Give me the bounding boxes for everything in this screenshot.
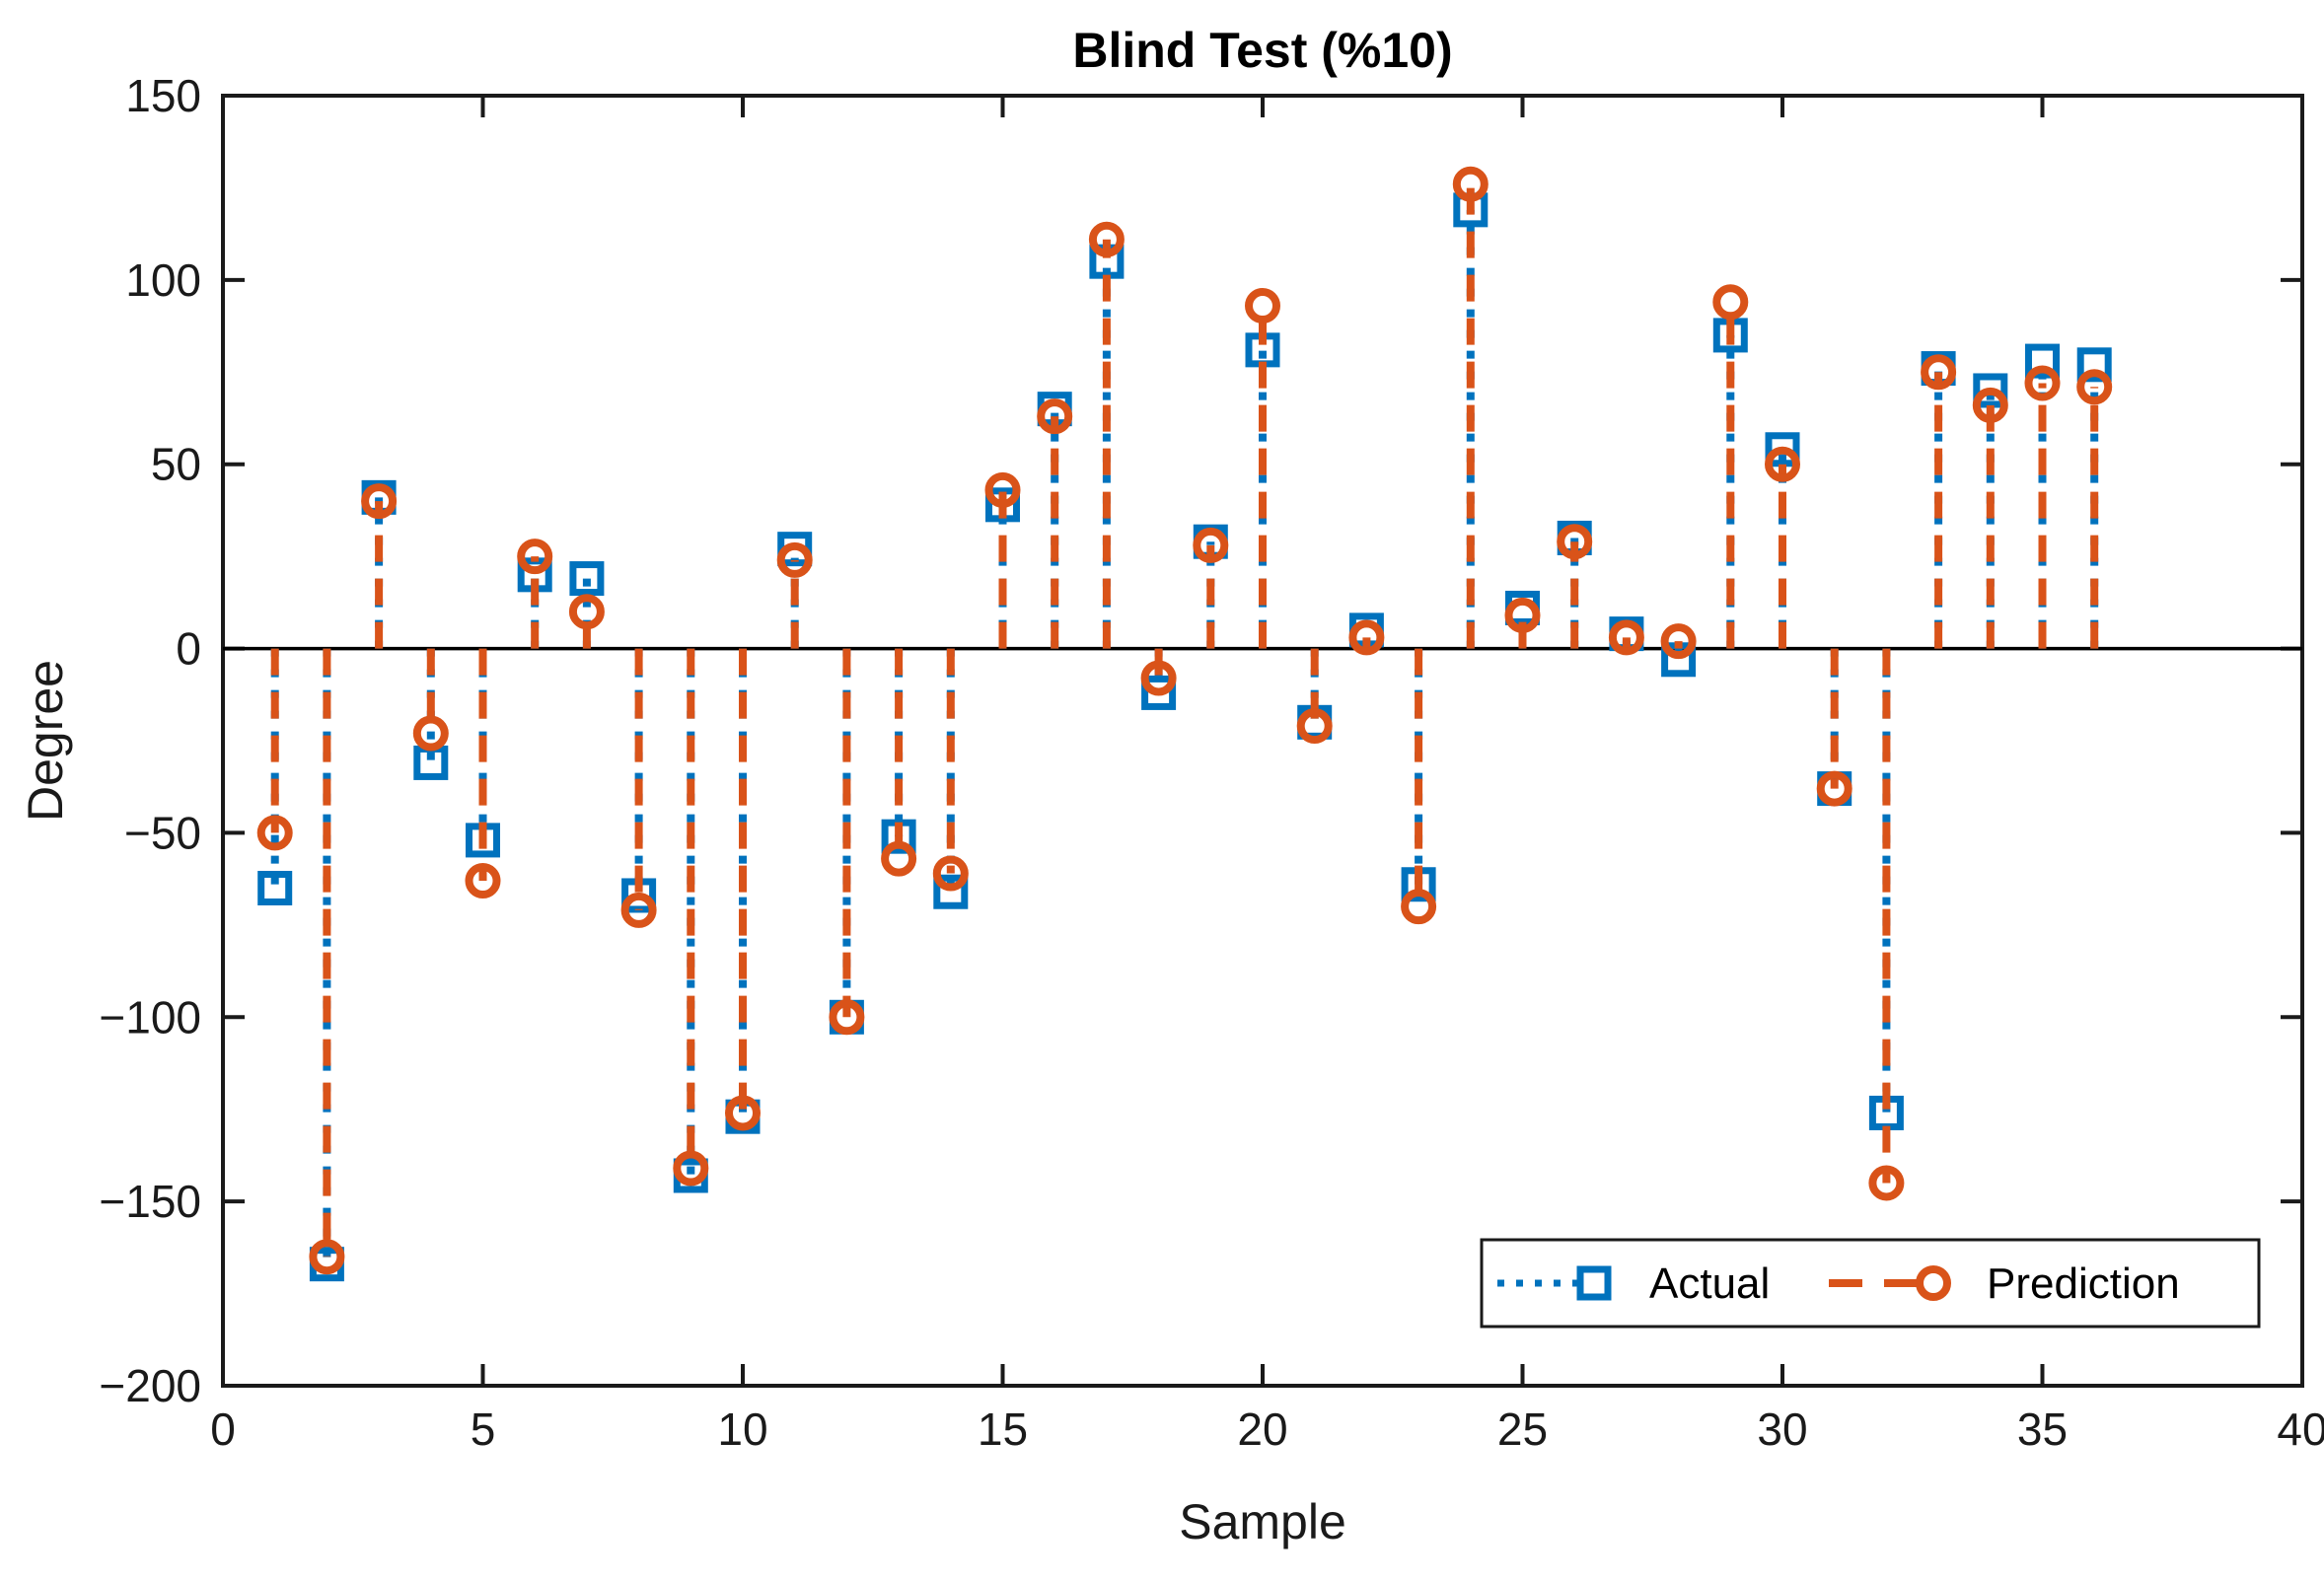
marker-prediction	[1296, 708, 1333, 745]
x-tick-label: 40	[2277, 1403, 2324, 1455]
marker-prediction	[673, 1150, 709, 1186]
marker-actual	[985, 487, 1020, 523]
marker-prediction	[725, 1095, 761, 1131]
marker-prediction	[568, 594, 605, 630]
legend-prediction-marker	[1916, 1265, 1951, 1301]
marker-prediction	[984, 471, 1021, 508]
marker-prediction	[1972, 387, 2008, 423]
marker-actual	[257, 870, 293, 905]
x-tick-label: 0	[210, 1403, 236, 1455]
x-tick-label: 15	[978, 1403, 1028, 1455]
marker-prediction	[1245, 288, 1280, 324]
marker-prediction	[412, 715, 449, 752]
y-tick-label: −100	[99, 991, 201, 1043]
marker-prediction	[1816, 770, 1852, 807]
y-tick-label: 150	[125, 70, 201, 121]
marker-prediction	[1193, 527, 1229, 563]
x-tick-label: 5	[471, 1403, 496, 1455]
marker-prediction	[776, 541, 813, 578]
x-tick-label: 35	[2017, 1403, 2068, 1455]
marker-prediction	[1712, 284, 1749, 321]
marker-prediction	[1660, 623, 1697, 660]
chart-title: Blind Test (%10)	[1072, 23, 1453, 78]
marker-prediction	[1765, 446, 1800, 482]
marker-prediction	[829, 999, 865, 1036]
marker-prediction	[1608, 619, 1644, 656]
marker-prediction	[256, 815, 293, 851]
x-tick-label: 20	[1237, 1403, 1287, 1455]
marker-prediction	[1348, 619, 1385, 656]
marker-prediction	[361, 483, 398, 520]
marker-prediction	[2024, 365, 2061, 401]
y-tick-label: 0	[176, 623, 201, 675]
marker-prediction	[1140, 660, 1177, 696]
marker-prediction	[1037, 398, 1073, 435]
marker-prediction	[620, 892, 657, 928]
marker-prediction	[1088, 221, 1125, 257]
legend-actual-marker	[1576, 1265, 1612, 1301]
y-tick-label: −150	[99, 1176, 201, 1227]
y-tick-label: 50	[151, 439, 201, 490]
marker-actual	[1765, 432, 1800, 467]
x-tick-label: 25	[1497, 1403, 1548, 1455]
marker-actual	[1973, 373, 2008, 408]
marker-prediction	[2076, 369, 2113, 405]
marker-prediction	[1921, 354, 1957, 391]
marker-actual	[2025, 343, 2060, 379]
marker-prediction	[1452, 166, 1489, 202]
y-tick-label: 100	[125, 254, 201, 306]
marker-prediction	[517, 539, 553, 575]
y-tick-label: −50	[124, 807, 201, 858]
legend-actual-label: Actual	[1649, 1259, 1770, 1308]
marker-actual	[933, 874, 969, 909]
marker-prediction	[1401, 889, 1437, 925]
marker-prediction	[1868, 1165, 1905, 1201]
legend-prediction-label: Prediction	[1987, 1259, 2180, 1308]
marker-prediction	[465, 863, 501, 899]
marker-prediction	[1557, 524, 1593, 560]
marker-prediction	[309, 1239, 345, 1275]
marker-actual	[569, 561, 605, 597]
marker-prediction	[881, 840, 917, 877]
y-tick-label: −200	[99, 1360, 201, 1411]
marker-actual	[2076, 347, 2112, 383]
x-axis-label: Sample	[1179, 1494, 1346, 1549]
x-tick-label: 10	[717, 1403, 767, 1455]
marker-prediction	[932, 855, 969, 892]
marker-actual	[1141, 675, 1177, 710]
marker-prediction	[1504, 597, 1541, 633]
x-tick-label: 30	[1757, 1403, 1807, 1455]
